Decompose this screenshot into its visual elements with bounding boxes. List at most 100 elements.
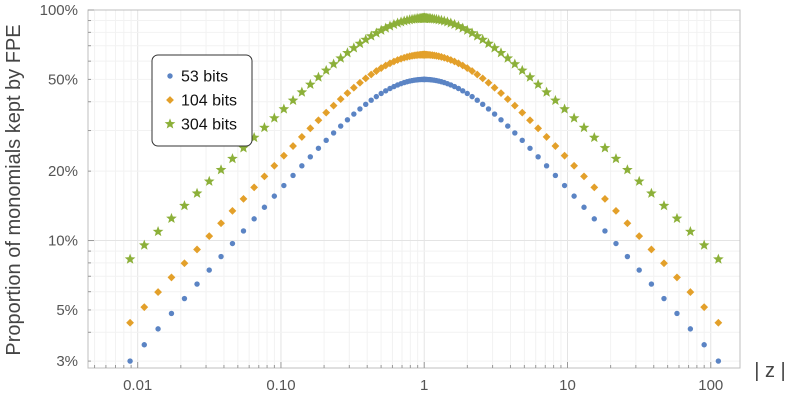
plot-frame xyxy=(87,9,741,369)
data-point xyxy=(322,108,331,117)
data-point xyxy=(714,318,723,327)
data-point xyxy=(526,116,534,125)
data-point xyxy=(542,133,551,141)
data-point xyxy=(279,151,288,160)
y-tick-label: 10% xyxy=(48,233,78,250)
data-point xyxy=(478,74,487,83)
data-point xyxy=(344,117,351,123)
data-point xyxy=(194,281,200,287)
data-point xyxy=(287,94,299,105)
x-axis-label: | z | xyxy=(754,360,786,382)
data-point xyxy=(450,57,459,66)
data-point xyxy=(138,239,150,250)
data-point xyxy=(461,24,473,35)
data-point xyxy=(480,101,486,108)
data-point xyxy=(348,42,360,53)
data-point xyxy=(337,123,344,129)
series-53-bits xyxy=(127,76,722,364)
data-point xyxy=(457,22,469,33)
data-point xyxy=(357,106,363,112)
data-point xyxy=(349,83,358,92)
data-point xyxy=(489,42,500,53)
data-point xyxy=(623,219,632,228)
data-point xyxy=(315,145,322,151)
data-point xyxy=(269,112,280,123)
data-point xyxy=(342,47,353,58)
data-point xyxy=(278,103,290,114)
data-point xyxy=(624,253,631,260)
y-tick-label: 20% xyxy=(48,163,78,180)
data-point xyxy=(343,89,352,98)
data-point xyxy=(588,131,600,143)
series-104-bits xyxy=(126,50,723,327)
data-point xyxy=(371,27,382,38)
data-point xyxy=(599,142,611,153)
y-axis-label: Proportion of monomials kept by FPE xyxy=(3,24,25,355)
legend-label: 53 bits xyxy=(181,69,228,86)
data-point xyxy=(512,130,518,136)
data-point xyxy=(474,97,480,103)
data-point xyxy=(305,78,316,90)
data-point xyxy=(541,86,552,97)
data-point xyxy=(367,70,376,79)
data-point xyxy=(687,326,694,332)
data-point xyxy=(446,56,455,64)
data-point xyxy=(561,182,568,189)
data-point xyxy=(307,154,314,160)
data-point xyxy=(181,295,188,302)
data-point xyxy=(578,122,590,133)
data-point xyxy=(455,85,462,92)
data-point xyxy=(290,172,296,179)
data-point xyxy=(445,17,457,28)
data-point xyxy=(519,137,525,144)
data-point xyxy=(373,93,380,100)
data-point xyxy=(168,310,175,317)
data-point xyxy=(580,172,588,181)
data-point xyxy=(215,164,227,175)
data-point xyxy=(518,108,527,117)
data-point xyxy=(502,52,514,63)
data-point xyxy=(551,142,560,150)
data-point xyxy=(383,88,389,94)
x-tick-label: 1 xyxy=(420,377,428,394)
axis-ticks: 0.01 0.10 1 10 100 3% 5% 10% 20% 50% 100% xyxy=(40,2,724,394)
data-point xyxy=(365,30,377,41)
data-point xyxy=(635,232,644,241)
data-point xyxy=(497,89,505,98)
data-point xyxy=(453,20,464,31)
data-point xyxy=(281,182,287,189)
data-point xyxy=(648,281,655,287)
data-point xyxy=(464,90,470,97)
data-point xyxy=(313,71,324,82)
data-point xyxy=(360,34,372,45)
data-point xyxy=(671,212,683,224)
data-point xyxy=(228,206,237,215)
data-point xyxy=(550,94,561,105)
data-point xyxy=(271,193,278,199)
data-marks xyxy=(124,12,724,364)
data-point xyxy=(466,27,478,38)
data-point xyxy=(329,101,338,110)
data-point xyxy=(581,204,587,210)
series-304-bits xyxy=(124,12,724,264)
data-point xyxy=(534,124,543,133)
data-point xyxy=(299,163,305,169)
data-point xyxy=(140,303,149,312)
data-point xyxy=(485,106,492,112)
data-point xyxy=(229,240,236,247)
x-tick-label: 100 xyxy=(698,377,723,394)
data-point xyxy=(473,70,482,79)
data-point xyxy=(483,38,494,49)
data-point xyxy=(661,295,667,302)
y-tick-label: 50% xyxy=(48,71,78,88)
data-point xyxy=(152,226,164,237)
data-point xyxy=(126,318,134,327)
data-point xyxy=(612,206,620,215)
data-point xyxy=(240,228,247,234)
data-point xyxy=(372,67,381,75)
data-point xyxy=(471,30,483,41)
data-point xyxy=(698,239,710,250)
data-point xyxy=(363,101,369,108)
data-point xyxy=(127,358,133,364)
data-point xyxy=(238,142,249,153)
